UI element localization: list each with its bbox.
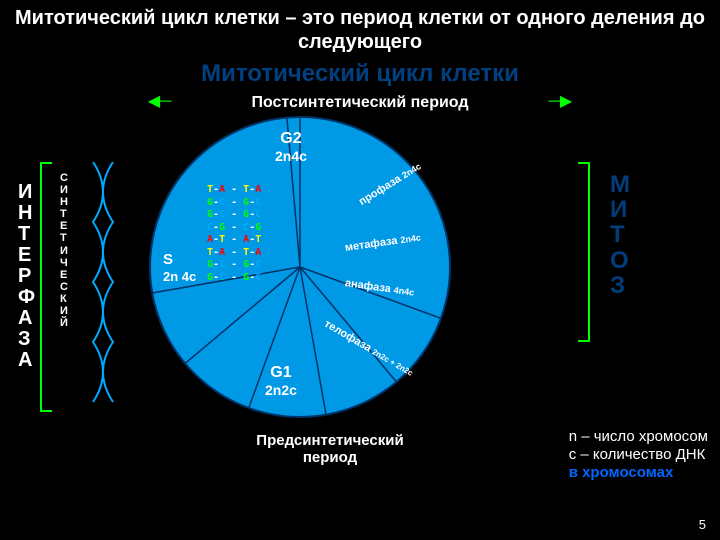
cell-cycle-circle: G2 2n4c S 2n 4c T-A - T-AG-C - G-CG-C - … — [145, 112, 455, 422]
diagram-area: ИНТЕРФАЗА СИНТЕТИЧЕСКИЙ МИТОЗ G2 2n4c S … — [0, 112, 720, 512]
arrow-left-icon: ◀─ — [148, 91, 172, 111]
dna-helix-icon — [88, 162, 118, 412]
legend-c: с – количество ДНК — [569, 446, 708, 464]
mitosis-label: МИТОЗ — [610, 172, 630, 298]
page-title: Митотический цикл клетки – это период кл… — [0, 0, 720, 56]
interphase-label: ИНТЕРФАЗА — [18, 182, 35, 371]
top-period-label: Постсинтетический период — [251, 94, 468, 112]
g2-phase-label: G2 2n4c — [275, 130, 307, 165]
synthetic-label: СИНТЕТИЧЕСКИЙ — [60, 172, 68, 329]
s-phase-label: S 2n 4c — [163, 252, 196, 285]
legend-n: n – число хромосом — [569, 428, 708, 446]
legend: n – число хромосом с – количество ДНК в … — [569, 428, 708, 482]
legend-loc: в хромосомах — [569, 464, 708, 482]
arrow-right-icon: ─▶ — [549, 91, 573, 111]
dna-sequence: T-A - T-AG-C - G-CG-C - G-CC-G - C-GA-T … — [207, 184, 261, 284]
slide-number: 5 — [699, 517, 706, 532]
bottom-period-label: Предсинтетический период — [230, 432, 430, 466]
page-subtitle: Митотический цикл клетки — [0, 56, 720, 92]
g1-phase-label: G1 2n2c — [265, 364, 297, 399]
left-bracket — [40, 162, 52, 412]
right-bracket — [578, 162, 590, 342]
arrow-row: ◀─ Постсинтетический период ─▶ — [0, 90, 720, 112]
